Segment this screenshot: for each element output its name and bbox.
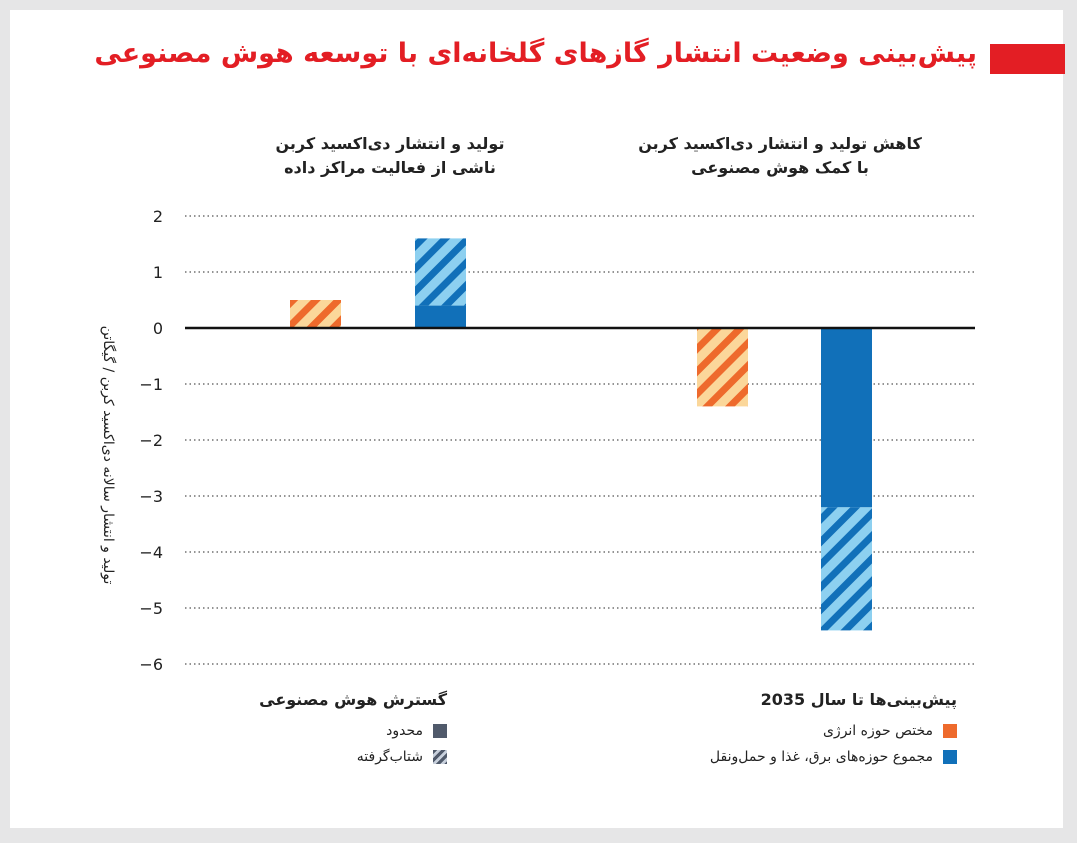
bar-limited <box>415 305 466 328</box>
title-accent-bar <box>990 44 1065 74</box>
legend-title: پیش‌بینی‌ها تا سال 2035 <box>760 690 957 709</box>
bar-accelerated <box>415 238 466 306</box>
legend-item-accelerated: شتاب‌گرفته <box>259 749 447 765</box>
group-label-data-centers: تولید و انتشار دی‌اکسید کربن ناشی از فعا… <box>260 132 520 180</box>
legend-label: محدود <box>386 723 423 739</box>
legend-swatch <box>943 724 957 738</box>
bar-accelerated <box>290 300 341 328</box>
chart-card <box>10 10 1063 828</box>
group-label-line: تولید و انتشار دی‌اکسید کربن <box>275 134 505 153</box>
legend-title: گسترش هوش مصنوعی <box>259 690 447 709</box>
y-tick-label: 2 <box>153 207 163 226</box>
legend-swatch <box>433 724 447 738</box>
y-tick-label: −2 <box>139 431 163 450</box>
group-label-line: کاهش تولید و انتشار دی‌اکسید کربن <box>638 134 922 153</box>
y-tick-label: −6 <box>139 655 163 674</box>
y-tick-label: −5 <box>139 599 163 618</box>
bar-limited <box>821 328 872 508</box>
y-tick-label: −3 <box>139 487 163 506</box>
chart-title: پیش‌بینی وضعیت انتشار گازهای گلخانه‌ای ب… <box>94 38 977 69</box>
legend-label: مختص حوزه انرژی <box>822 723 933 739</box>
legend-item-limited: محدود <box>259 723 447 739</box>
legend-item-total: مجموع حوزه‌های برق، غذا و حمل‌ونقل <box>710 749 957 765</box>
group-label-ai-reduction: کاهش تولید و انتشار دی‌اکسید کربن با کمک… <box>620 132 940 180</box>
legend-swatch <box>433 750 447 764</box>
bar-accelerated <box>821 507 872 631</box>
legend-item-energy: مختص حوزه انرژی <box>710 723 957 739</box>
y-tick-label: 1 <box>153 263 163 282</box>
bar-accelerated <box>697 328 748 407</box>
group-label-line: با کمک هوش مصنوعی <box>691 158 869 177</box>
y-tick-label: −4 <box>139 543 163 562</box>
legend-label: شتاب‌گرفته <box>356 749 423 765</box>
legend-forecast: پیش‌بینی‌ها تا سال 2035 مختص حوزه انرژی … <box>710 690 957 775</box>
legend-label: مجموع حوزه‌های برق، غذا و حمل‌ونقل <box>709 749 933 765</box>
y-axis-label: تولید و انتشار سالانه دی‌اکسید کربن / گی… <box>100 326 117 585</box>
y-tick-label: 0 <box>153 319 163 338</box>
legend-ai-expansion: گسترش هوش مصنوعی محدود شتاب‌گرفته <box>259 690 447 775</box>
y-tick-label: −1 <box>139 375 163 394</box>
legend-swatch <box>943 750 957 764</box>
group-label-line: ناشی از فعالیت مراکز داده <box>284 158 496 177</box>
